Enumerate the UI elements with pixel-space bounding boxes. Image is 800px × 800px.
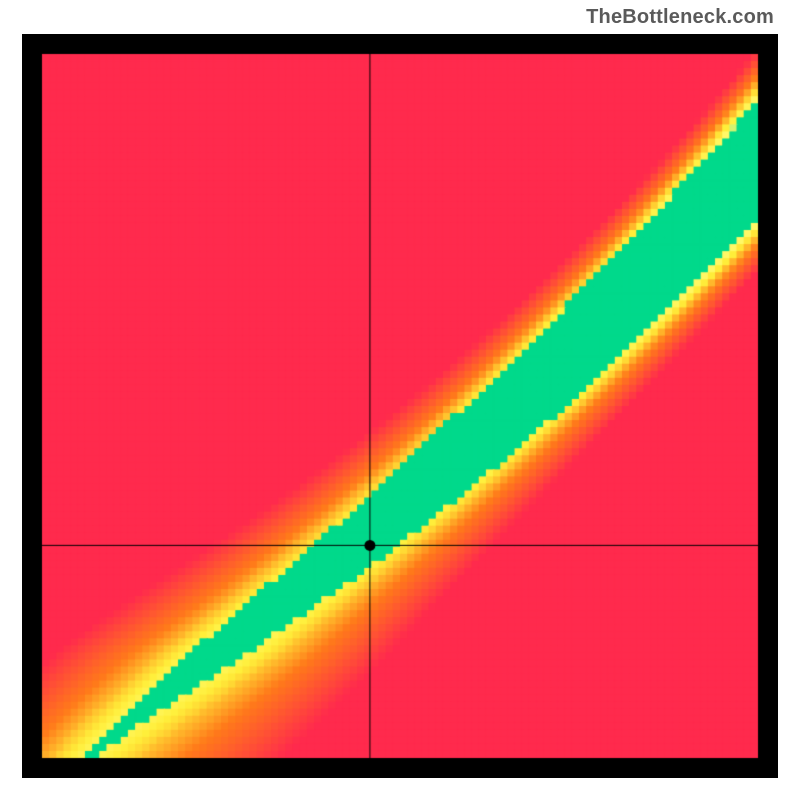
chart-container: TheBottleneck.com bbox=[0, 0, 800, 800]
bottleneck-heatmap bbox=[22, 34, 778, 778]
attribution-text: TheBottleneck.com bbox=[586, 6, 774, 29]
